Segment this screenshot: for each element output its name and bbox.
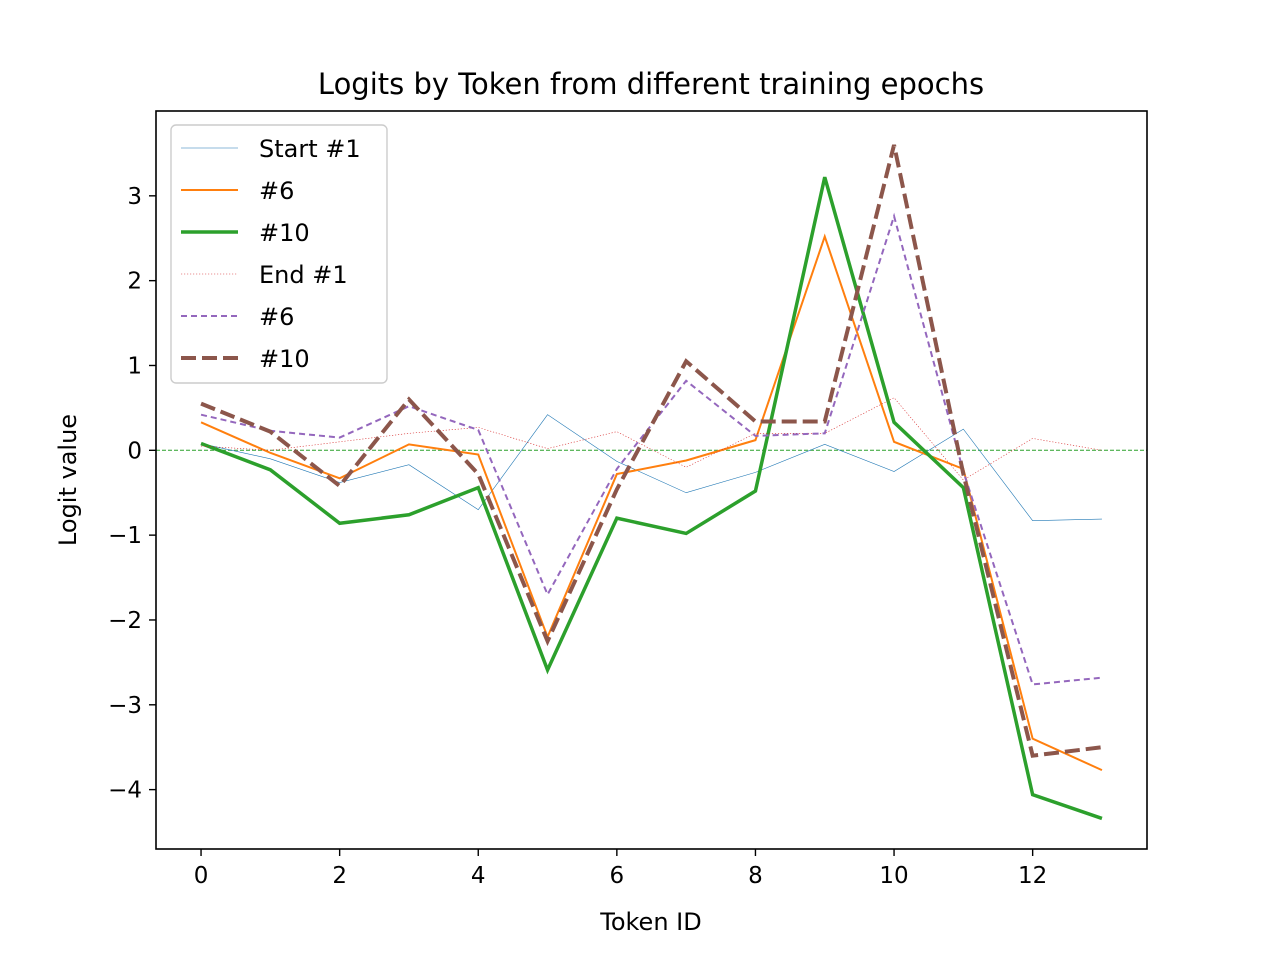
x-axis-title: Token ID xyxy=(599,908,701,936)
y-tick-label: −1 xyxy=(108,523,142,549)
x-tick-label: 4 xyxy=(471,863,486,889)
y-tick-label: −3 xyxy=(108,693,142,719)
legend: Start #1 #6 #10 End #1 #6 #10 xyxy=(170,124,388,384)
legend-label-3: #10 xyxy=(259,219,310,247)
x-tick-label: 0 xyxy=(194,863,209,889)
y-axis-title: Logit value xyxy=(54,414,82,546)
legend-label-4: End #1 xyxy=(259,261,348,289)
y-tick-label: −2 xyxy=(108,608,142,634)
x-tick-label: 6 xyxy=(610,863,625,889)
y-tick-label: 3 xyxy=(127,184,142,210)
series-line-6 xyxy=(200,144,1103,758)
series-line-4 xyxy=(201,397,1103,481)
x-tick-label: 10 xyxy=(879,863,908,889)
x-tick-label: 8 xyxy=(748,863,763,889)
legend-label-2: #6 xyxy=(259,177,294,205)
series-line-1 xyxy=(200,414,1102,522)
y-tick-label: 0 xyxy=(127,438,142,464)
x-tick-label: 12 xyxy=(1018,863,1047,889)
axes-frame xyxy=(155,110,1148,850)
x-tick-label: 2 xyxy=(332,863,347,889)
series-line-3 xyxy=(200,176,1103,821)
chart-title: Logits by Token from different training … xyxy=(318,67,984,101)
series-line-5 xyxy=(200,212,1103,686)
y-tick-label: −4 xyxy=(108,778,142,804)
legend-label-1: Start #1 xyxy=(259,135,361,163)
legend-label-5: #6 xyxy=(259,303,294,331)
legend-label-6: #10 xyxy=(259,345,310,373)
y-tick-label: 2 xyxy=(127,269,142,295)
y-tick-label: 1 xyxy=(127,353,142,379)
